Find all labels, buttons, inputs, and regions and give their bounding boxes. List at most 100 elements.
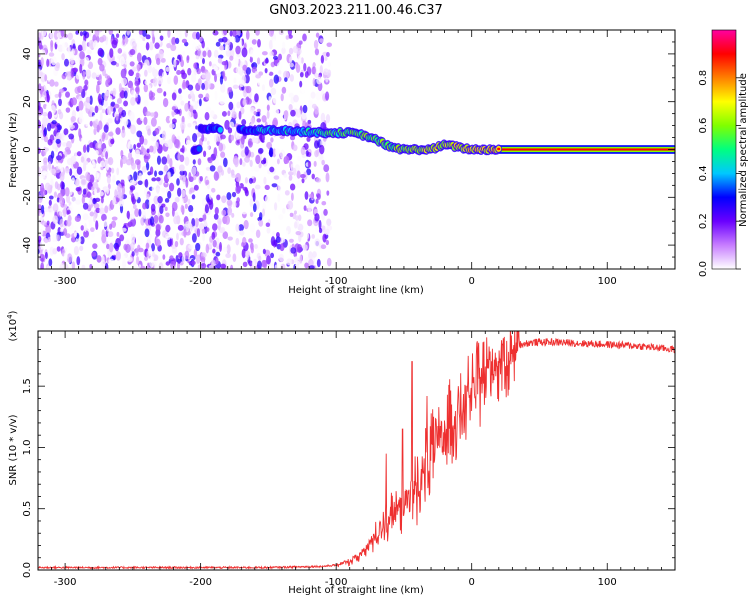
noise-blob [234, 56, 239, 66]
noise-blob [132, 204, 137, 210]
noise-blob [304, 262, 309, 269]
noise-blob [240, 61, 243, 69]
noise-blob [189, 224, 193, 232]
noise-blob [74, 215, 81, 223]
noise-blob [47, 111, 53, 120]
noise-blob [314, 72, 319, 79]
noise-blob [276, 177, 282, 184]
noise-blob [245, 250, 251, 258]
noise-blob [197, 48, 201, 57]
noise-blob [249, 174, 255, 179]
noise-blob [315, 198, 319, 204]
noise-blob [181, 38, 188, 44]
noise-blob [230, 134, 235, 141]
noise-blob [201, 82, 205, 91]
noise-blob [89, 211, 95, 217]
noise-blob [323, 164, 330, 173]
noise-blob [43, 147, 49, 152]
noise-blob [201, 40, 205, 49]
noise-blob [59, 171, 65, 182]
noise-blob [84, 56, 90, 66]
noise-blob [41, 49, 46, 57]
noise-blob [272, 96, 279, 104]
noise-blob [83, 84, 88, 91]
noise-blob [69, 168, 73, 176]
noise-blob [248, 260, 253, 267]
noise-blob [262, 248, 266, 255]
noise-blob [125, 35, 129, 45]
noise-blob [72, 133, 79, 139]
noise-blob [79, 63, 83, 74]
noise-blob [266, 180, 271, 186]
noise-blob [83, 160, 89, 166]
noise-blob [39, 182, 45, 193]
noise-blob [307, 160, 312, 168]
noise-blob [174, 196, 180, 203]
noise-blob [318, 219, 322, 230]
noise-blob [297, 54, 302, 65]
noise-blob [93, 128, 97, 136]
noise-blob [49, 79, 55, 87]
noise-blob [301, 111, 307, 120]
noise-blob [325, 114, 331, 123]
noise-blob [50, 150, 55, 159]
noise-blob [64, 204, 68, 209]
noise-blob [175, 254, 179, 263]
noise-blob [326, 52, 330, 58]
noise-blob [215, 41, 221, 47]
x-tick-label: -300 [54, 276, 77, 287]
noise-blob [295, 231, 302, 236]
noise-blob [161, 71, 168, 81]
noise-blob [294, 164, 301, 172]
noise-blob [40, 257, 44, 262]
noise-blob [196, 68, 201, 75]
noise-blob [285, 79, 291, 89]
noise-blob [220, 83, 226, 93]
noise-blob [120, 68, 127, 79]
noise-blob [299, 80, 303, 88]
noise-blob [260, 31, 264, 37]
noise-blob [255, 30, 260, 36]
noise-blob [265, 189, 269, 197]
noise-blob [296, 179, 303, 188]
noise-blob [203, 137, 208, 142]
noise-blob [315, 226, 320, 233]
noise-blob [178, 32, 183, 39]
noise-blob [91, 186, 95, 191]
noise-blob [324, 228, 330, 236]
noise-blob [71, 97, 78, 106]
noise-blob [222, 231, 229, 240]
noise-blob [155, 184, 160, 194]
noise-blob [283, 109, 289, 119]
noise-blob [251, 137, 257, 144]
noise-blob [169, 255, 174, 261]
noise-blob [268, 96, 272, 102]
noise-blob [246, 110, 252, 117]
noise-blob [136, 142, 142, 148]
noise-blob [207, 157, 213, 164]
noise-blob [210, 110, 215, 118]
noise-blob [119, 90, 126, 99]
noise-blob [326, 42, 333, 48]
noise-blob [128, 111, 135, 122]
noise-blob [291, 243, 295, 249]
noise-blob [101, 108, 106, 114]
noise-blob [182, 174, 186, 185]
noise-blob [259, 133, 265, 143]
noise-blob [38, 147, 41, 154]
noise-blob [266, 141, 273, 150]
noise-blob [111, 39, 118, 49]
noise-blob [165, 261, 170, 266]
noise-blob [103, 100, 108, 107]
noise-blob [275, 236, 281, 244]
noise-blob [211, 231, 216, 240]
noise-blob [154, 170, 158, 177]
noise-blob [259, 212, 263, 221]
noise-blob [191, 233, 197, 243]
noise-blob [178, 252, 183, 259]
noise-blob [88, 39, 95, 49]
y-tick-label: 20 [22, 95, 33, 108]
noise-blob [92, 243, 98, 250]
noise-blob [205, 106, 212, 113]
noise-blob [268, 39, 273, 50]
